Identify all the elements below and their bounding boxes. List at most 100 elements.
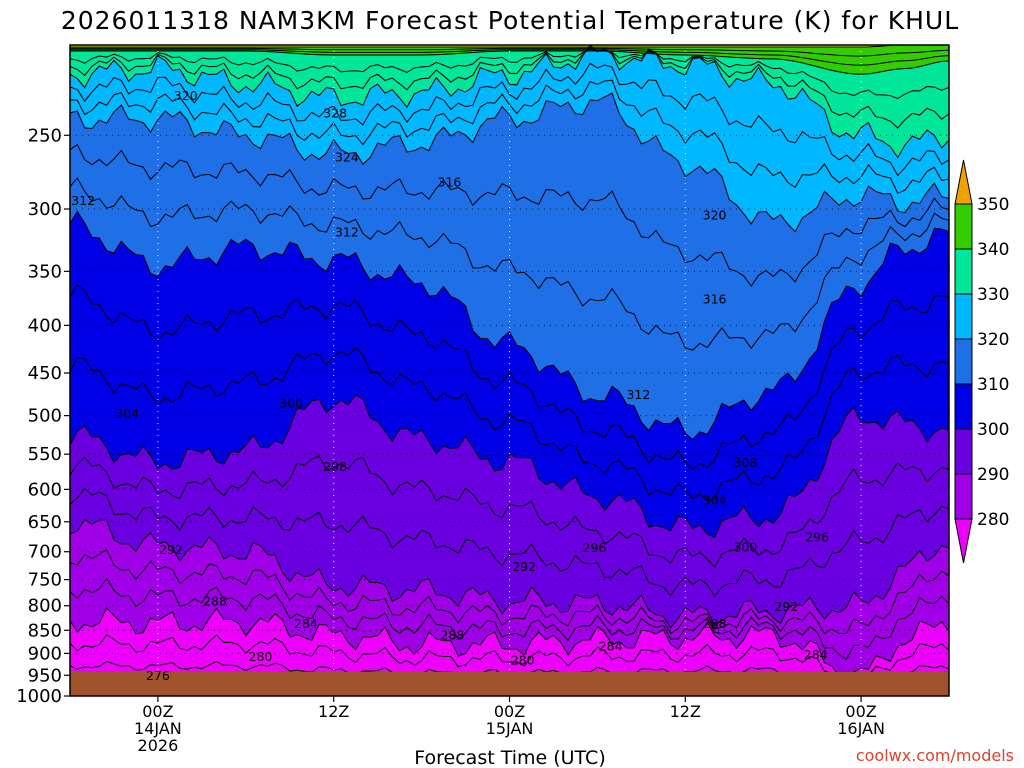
band-7 <box>70 45 949 75</box>
x-tick-label: 14JAN <box>134 719 182 738</box>
colorbar-segment <box>954 338 973 385</box>
contour-label: 312 <box>626 387 650 402</box>
contour-line-5 <box>70 79 949 194</box>
x-tick-label: 00Z <box>845 702 876 721</box>
contour-label: 284 <box>804 647 828 662</box>
contour-line-7 <box>70 45 949 48</box>
contour-label: 288 <box>440 627 464 642</box>
contour-label: 300 <box>733 540 757 555</box>
y-tick-label: 300 <box>28 199 62 220</box>
plot-area: 320 328 324 316 312 312 320 316 312 304 300 308 298 3… <box>70 45 949 696</box>
contour-line-4 <box>70 92 949 233</box>
x-tick-label: 16JAN <box>837 719 885 738</box>
colorbar-segment <box>954 293 973 340</box>
colorbar-under-triangle <box>954 518 973 564</box>
contour-label: 316 <box>438 175 462 190</box>
y-tick-label: 350 <box>28 261 62 282</box>
ground-area <box>70 672 949 696</box>
colorbar-label: 300 <box>977 420 1009 440</box>
colorbar-label: 290 <box>977 465 1009 485</box>
contour-label: 292 <box>774 599 798 614</box>
contour-labels: 320 328 324 316 312 312 320 316 312 304 300 308 298 3… <box>71 88 829 683</box>
contour-line-6 <box>70 48 949 100</box>
colorbar-label: 350 <box>977 195 1009 215</box>
contour-line-6 <box>70 46 949 129</box>
contour-label: 300 <box>279 395 303 410</box>
x-tick-label: 15JAN <box>486 719 534 738</box>
contour-label: 288 <box>703 616 727 631</box>
contour-line-3 <box>70 284 949 470</box>
contour-label: 320 <box>703 208 727 223</box>
y-tick-label: 400 <box>28 315 62 336</box>
contour-label: 308 <box>733 455 757 470</box>
contour-label: 292 <box>512 559 536 574</box>
y-axis: 250 300 350 400 450 500 550 600 650 700 750 800 850 9… <box>16 125 70 707</box>
colorbar-label: 280 <box>977 510 1009 530</box>
colorbar-label: 330 <box>977 285 1009 305</box>
colorbar-label: 310 <box>977 375 1009 395</box>
band-2 <box>70 394 949 629</box>
contour-label: 296 <box>583 540 607 555</box>
contour-line-7 <box>70 49 949 66</box>
band-6 <box>70 45 949 158</box>
contour-line-2 <box>70 455 949 568</box>
band-1 <box>70 519 949 686</box>
y-tick-label: 850 <box>28 620 62 641</box>
contour-line-0 <box>70 606 949 687</box>
contour-label: 312 <box>71 193 95 208</box>
contour-label: 276 <box>146 668 170 683</box>
contour-label: 298 <box>323 459 347 474</box>
contour-label: 304 <box>115 406 139 421</box>
colorbar-segment <box>954 428 973 475</box>
y-tick-label: 550 <box>28 444 62 465</box>
y-tick-label: 650 <box>28 512 62 533</box>
y-tick-label: 750 <box>28 570 62 591</box>
contour-line-1 <box>70 548 949 635</box>
credit-text: coolwx.com/models <box>856 746 1014 765</box>
band-3 <box>70 211 949 538</box>
y-tick-label: 450 <box>28 363 62 384</box>
contour-label: 280 <box>249 649 273 664</box>
contour-line-2 <box>70 394 949 539</box>
contour-label: 284 <box>294 616 318 631</box>
colorbar-segment <box>954 203 973 250</box>
colorbar-segment <box>954 248 973 295</box>
colorbar-label: 320 <box>977 330 1009 350</box>
x-tick-label: 00Z <box>142 702 173 721</box>
x-tick-label: 12Z <box>670 702 701 721</box>
contour-line-3 <box>70 210 949 441</box>
contour-label: 296 <box>805 530 829 545</box>
contour-label: 292 <box>159 542 183 557</box>
chart-title: 2026011318 NAM3KM Forecast Potential Tem… <box>61 6 959 35</box>
contour-label: 312 <box>335 225 359 240</box>
contour-line-7 <box>70 47 949 57</box>
contour-label: 280 <box>511 653 535 668</box>
contour-line-3 <box>70 346 949 502</box>
contour-label: 288 <box>203 594 227 609</box>
contour-line-5 <box>70 62 949 177</box>
colorbar-label: 340 <box>977 240 1009 260</box>
y-tick-label: 800 <box>28 596 62 617</box>
contour-label: 316 <box>703 291 727 306</box>
y-tick-label: 600 <box>28 479 62 500</box>
contour-label: 328 <box>323 106 347 121</box>
contour-label: 284 <box>599 639 623 654</box>
contour-label: 324 <box>335 149 359 164</box>
y-tick-label: 950 <box>28 665 62 686</box>
contour-line-2 <box>70 487 949 598</box>
x-axis-label: Forecast Time (UTC) <box>414 747 605 768</box>
x-tick-label: 00Z <box>494 702 525 721</box>
y-tick-label: 250 <box>28 125 62 146</box>
colorbar-over-triangle <box>954 159 973 205</box>
color-bands <box>70 45 949 696</box>
contour-line-4 <box>70 177 949 351</box>
y-tick-label: 500 <box>28 406 62 427</box>
contour-line-5 <box>70 45 949 159</box>
contour-line-0 <box>70 633 949 687</box>
y-tick-label: 700 <box>28 542 62 563</box>
contour-line-4 <box>70 143 949 288</box>
band-4 <box>70 93 949 440</box>
grid-lines <box>70 45 949 696</box>
